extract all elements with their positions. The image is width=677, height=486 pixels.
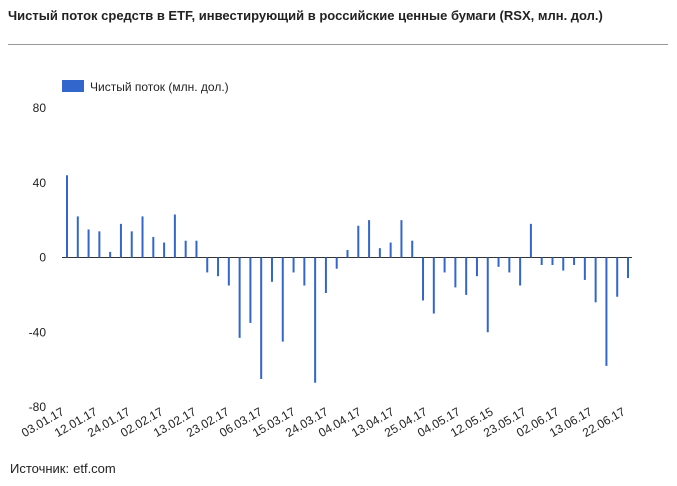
bar	[260, 257, 263, 379]
bar	[130, 231, 133, 258]
bar	[98, 231, 101, 258]
bar	[163, 242, 166, 258]
bar	[562, 257, 565, 271]
bar	[303, 257, 306, 286]
bar	[465, 257, 468, 295]
bar	[249, 257, 252, 323]
bar	[109, 251, 112, 258]
bar	[195, 240, 198, 258]
bar	[422, 257, 425, 301]
bar	[206, 257, 209, 273]
source-note: Источник: etf.com	[10, 461, 116, 476]
bar	[141, 216, 144, 258]
bar	[443, 257, 446, 273]
bar	[616, 257, 619, 297]
bar	[627, 257, 629, 279]
bar	[497, 257, 500, 267]
bar	[119, 223, 122, 258]
bar	[389, 242, 392, 258]
bar	[573, 257, 576, 265]
legend-label: Чистый поток (млн. дол.)	[90, 80, 229, 94]
bar	[314, 257, 317, 383]
y-tick-label: -80	[29, 400, 47, 414]
bar	[540, 257, 543, 265]
bar	[605, 257, 608, 366]
source-label: Источник:	[10, 461, 70, 476]
bar	[400, 220, 403, 258]
bar	[335, 257, 338, 269]
bar	[583, 257, 586, 280]
bar	[551, 257, 554, 265]
bar	[217, 257, 220, 277]
chart-title: Чистый поток средств в ETF, инвестирующи…	[8, 8, 603, 23]
bar	[475, 257, 478, 277]
bar	[454, 257, 457, 288]
bar	[66, 175, 68, 258]
source-value: etf.com	[73, 461, 116, 476]
bar	[368, 220, 371, 258]
bar	[238, 257, 241, 338]
bar	[184, 240, 187, 258]
bar	[378, 248, 381, 258]
x-axis-ticks: 03.01.1712.01.1724.01.1702.02.1713.02.17…	[19, 404, 628, 440]
bar	[152, 236, 155, 258]
bar	[432, 257, 435, 314]
chart-legend: Чистый поток (млн. дол.)	[62, 80, 229, 94]
y-axis-ticks: 80 40 0 -40 -80	[29, 101, 47, 414]
bar	[87, 229, 90, 258]
bar	[411, 240, 414, 258]
chart-bars	[66, 175, 629, 383]
bar	[292, 257, 295, 273]
bar	[173, 214, 176, 258]
y-tick-label: 80	[33, 101, 47, 115]
title-divider	[8, 44, 668, 45]
y-tick-label: -40	[29, 325, 47, 339]
bar	[519, 257, 522, 286]
bar	[76, 216, 79, 258]
bar	[357, 225, 360, 258]
legend-swatch	[62, 80, 84, 92]
bar	[281, 257, 284, 342]
bar	[270, 257, 273, 282]
bar	[529, 223, 532, 258]
bar	[346, 250, 349, 258]
bar	[324, 257, 327, 294]
bar	[594, 257, 597, 303]
bar	[227, 257, 230, 286]
bar	[508, 257, 511, 273]
y-tick-label: 40	[33, 176, 47, 190]
y-tick-label: 0	[39, 251, 46, 265]
bar	[486, 257, 489, 333]
